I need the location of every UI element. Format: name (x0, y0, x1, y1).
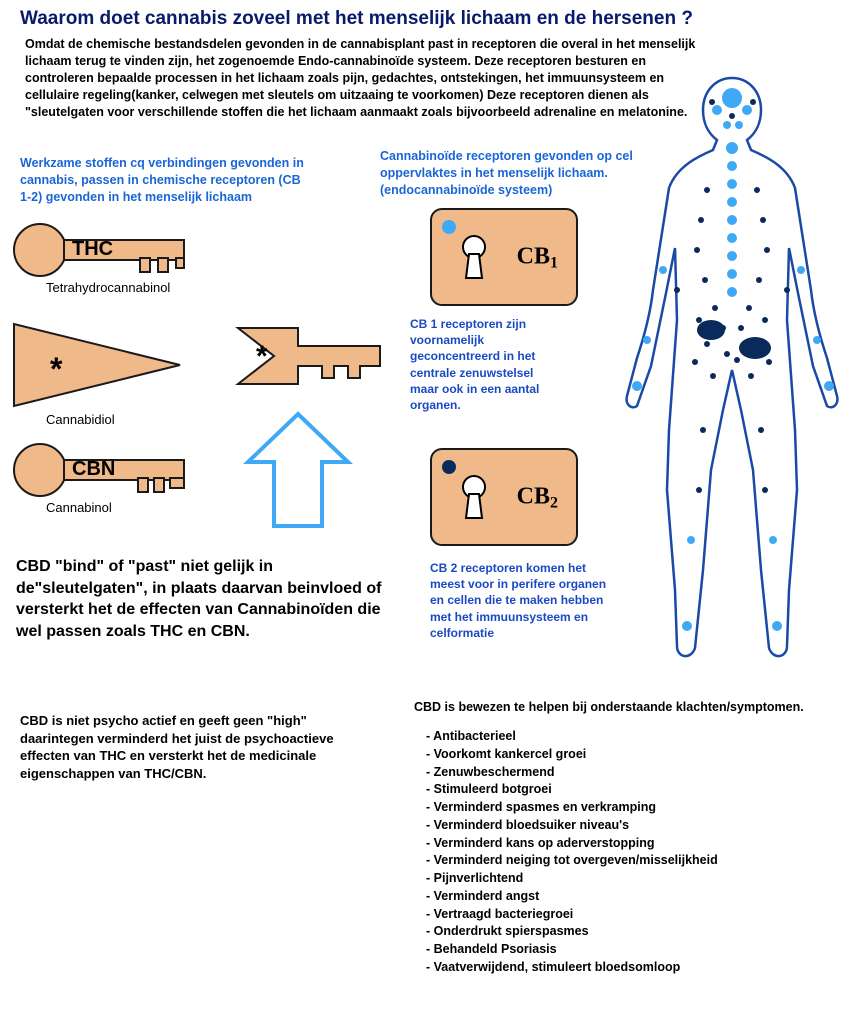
cb1-label: CB1 (517, 244, 558, 271)
keyhole-icon (460, 474, 488, 520)
symptom-item: Verminderd kans op aderverstopping (426, 835, 856, 853)
symptom-item: Verminderd angst (426, 888, 856, 906)
symptom-heading: CBD is bewezen te helpen bij onderstaand… (414, 700, 844, 714)
symptom-item: Verminderd neiging tot overgeven/misseli… (426, 852, 856, 870)
symptom-item: Stimuleerd botgroei (426, 781, 856, 799)
symptom-item: Onderdrukt spierspasmes (426, 923, 856, 941)
thc-key: THC Tetrahydrocannabinol (10, 220, 260, 300)
symptom-item: Antibacterieel (426, 728, 856, 746)
symptom-item: Verminderd bloedsuiker niveau's (426, 817, 856, 835)
left-blue-label: Werkzame stoffen cq verbindingen gevonde… (20, 155, 310, 206)
cbd-bind-paragraph: CBD "bind" of "past" niet gelijk in de"s… (16, 556, 396, 642)
svg-text:*: * (256, 340, 268, 373)
symptom-item: Vertraagd bacteriegroei (426, 906, 856, 924)
thc-full: Tetrahydrocannabinol (46, 280, 170, 295)
symptom-item: Vaatverwijdend, stimuleert bloedsomloop (426, 959, 856, 977)
symptom-item: Voorkomt kankercel groei (426, 746, 856, 764)
cb2-receptor: CB2 (430, 448, 578, 546)
cb1-dot (442, 220, 456, 234)
symptom-item: Zenuwbeschermend (426, 764, 856, 782)
cbd-key: * Cannabidiol (10, 320, 260, 430)
cbn-key: CBN Cannabinol (10, 440, 260, 520)
symptom-item: Pijnverlichtend (426, 870, 856, 888)
cbd-nonpsycho-paragraph: CBD is niet psycho actief en geeft geen … (20, 712, 360, 782)
right-blue-label: Cannabinoïde receptoren gevonden op cel … (380, 148, 640, 199)
cbd-star: * (50, 351, 63, 387)
page-title: Waarom doet cannabis zoveel met het mens… (0, 0, 865, 36)
cbd-full: Cannabidiol (46, 412, 115, 427)
cb2-label: CB2 (517, 484, 558, 511)
symptom-list: AntibacterieelVoorkomt kankercel groeiZe… (426, 728, 856, 977)
cbn-abbr: CBN (72, 458, 115, 480)
cb1-receptor: CB1 (430, 208, 578, 306)
cb1-desc: CB 1 receptoren zijn voornamelijk geconc… (410, 316, 560, 413)
symptom-item: Behandeld Psoriasis (426, 941, 856, 959)
cb2-dot (442, 460, 456, 474)
cb2-desc: CB 2 receptoren komen het meest voor in … (430, 560, 610, 641)
thc-abbr: THC (72, 238, 113, 260)
human-body-diagram (607, 70, 857, 670)
cbn-full: Cannabinol (46, 500, 112, 515)
combined-lock-key: * (230, 320, 410, 420)
keyhole-icon (460, 234, 488, 280)
up-arrow-icon (238, 408, 358, 538)
symptom-item: Verminderd spasmes en verkramping (426, 799, 856, 817)
